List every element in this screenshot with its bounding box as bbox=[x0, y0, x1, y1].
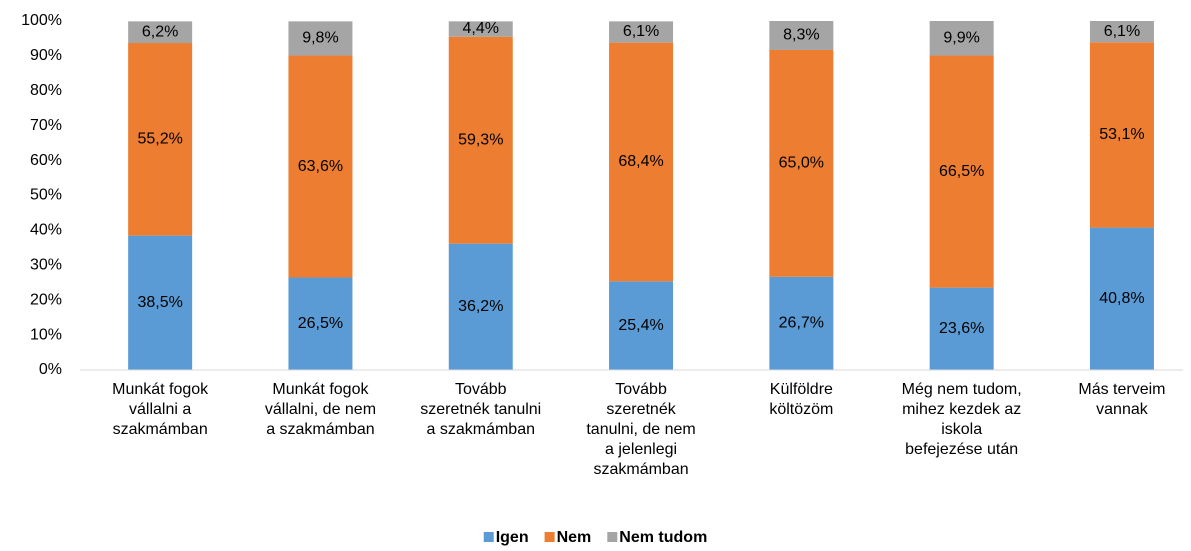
data-label: 8,3% bbox=[783, 27, 819, 44]
data-label: 26,7% bbox=[779, 315, 824, 332]
legend: Igen Nem Nem tudom bbox=[483, 529, 707, 546]
bar-segment bbox=[448, 21, 513, 37]
data-label: 9,9% bbox=[943, 29, 979, 46]
label-line: Tovább bbox=[455, 381, 507, 398]
label-line: szeretnék bbox=[606, 401, 676, 418]
y-tick-label: 30% bbox=[30, 257, 62, 274]
data-label: 38,5% bbox=[137, 294, 182, 311]
y-tick-label: 0% bbox=[39, 361, 62, 378]
label-line: szakmámban bbox=[113, 421, 208, 438]
x-tick-label: Munkát fogok vállalni, de nem a szakmámban bbox=[265, 381, 376, 438]
label-line: szeretnék tanulni bbox=[420, 401, 541, 418]
bar-segment bbox=[288, 277, 353, 370]
data-label: 4,4% bbox=[463, 20, 499, 37]
data-label: 63,6% bbox=[298, 158, 343, 175]
x-tick-label: Tovább szeretnék tanulni a szakmámban bbox=[420, 381, 541, 438]
bar-segment bbox=[448, 36, 513, 244]
y-tick-label: 90% bbox=[30, 47, 62, 64]
y-tick-label: 20% bbox=[30, 291, 62, 308]
label-line: befejezése után bbox=[905, 441, 1018, 458]
label-line: a szakmámban bbox=[266, 421, 375, 438]
bar-segment bbox=[448, 243, 513, 370]
x-tick-label: Még nem tudom, mihez kezdek az iskola befej… bbox=[902, 381, 1022, 458]
legend-swatch bbox=[483, 532, 494, 542]
legend-swatch bbox=[544, 532, 555, 542]
y-tick-label: 100% bbox=[21, 12, 62, 29]
label-line: Külföldre bbox=[770, 381, 833, 398]
label-line: vannak bbox=[1096, 401, 1149, 418]
data-label: 25,4% bbox=[618, 317, 663, 334]
label-line: a jelenlegi bbox=[605, 441, 677, 458]
label-line: vállalni a bbox=[129, 401, 191, 418]
data-label: 66,5% bbox=[939, 163, 984, 180]
y-tick-label: 60% bbox=[30, 152, 62, 169]
bar-segment bbox=[288, 55, 353, 278]
y-tick-label: 40% bbox=[30, 222, 62, 239]
bar-segment bbox=[1089, 21, 1154, 43]
legend-label: Igen bbox=[496, 529, 529, 546]
label-line: vállalni, de nem bbox=[265, 401, 376, 418]
bar-segment bbox=[769, 49, 834, 277]
data-label: 23,6% bbox=[939, 320, 984, 337]
legend-label: Nem bbox=[557, 529, 592, 546]
x-tick-label: Más terveim vannak bbox=[1078, 381, 1165, 418]
data-label: 6,1% bbox=[1104, 23, 1140, 40]
y-tick-label: 80% bbox=[30, 82, 62, 99]
x-tick-label: Munkát fogok vállalni a szakmámban bbox=[112, 381, 209, 438]
bar-segment bbox=[128, 21, 193, 43]
data-label: 9,8% bbox=[302, 30, 338, 47]
bar-segment bbox=[1089, 227, 1154, 370]
y-tick-label: 50% bbox=[30, 187, 62, 204]
bar-segment bbox=[128, 42, 193, 236]
data-label: 6,1% bbox=[623, 23, 659, 40]
label-line: Más terveim bbox=[1078, 381, 1165, 398]
x-tick-label: Tovább szeretnék tanulni, de nem a jelenleg… bbox=[586, 381, 695, 478]
label-line: Még nem tudom, bbox=[902, 381, 1022, 398]
data-label: 53,1% bbox=[1099, 126, 1144, 143]
x-tick-label: Külföldre költözöm bbox=[769, 381, 833, 418]
label-line: költözöm bbox=[769, 401, 833, 418]
bar-segment bbox=[929, 287, 994, 370]
data-label: 36,2% bbox=[458, 298, 503, 315]
y-tick-label: 10% bbox=[30, 326, 62, 343]
bar-segment bbox=[1089, 42, 1154, 228]
legend-swatch bbox=[607, 532, 618, 542]
label-line: mihez kezdek az bbox=[902, 401, 1021, 418]
bar-segment bbox=[609, 281, 674, 370]
data-label: 68,4% bbox=[618, 153, 663, 170]
label-line: szakmámban bbox=[593, 461, 688, 478]
label-line: a szakmámban bbox=[427, 421, 536, 438]
data-label: 59,3% bbox=[458, 131, 503, 148]
bar-segment bbox=[769, 21, 834, 50]
label-line: Munkát fogok bbox=[272, 381, 369, 398]
bar-segment bbox=[288, 21, 353, 56]
y-tick-label: 70% bbox=[30, 117, 62, 134]
label-line: Tovább bbox=[615, 381, 667, 398]
legend-label: Nem tudom bbox=[619, 529, 707, 546]
bar-segment bbox=[609, 42, 674, 282]
label-line: Munkát fogok bbox=[112, 381, 209, 398]
data-label: 26,5% bbox=[298, 315, 343, 332]
bar-segment bbox=[929, 21, 994, 56]
data-label: 6,2% bbox=[142, 23, 178, 40]
data-label: 65,0% bbox=[779, 155, 824, 172]
label-line: tanulni, de nem bbox=[586, 421, 695, 438]
data-label: 55,2% bbox=[137, 131, 182, 148]
data-label: 40,8% bbox=[1099, 290, 1144, 307]
bar-segment bbox=[609, 21, 674, 43]
bar-segment bbox=[929, 55, 994, 288]
bar-segment bbox=[128, 235, 193, 370]
label-line: iskola bbox=[941, 421, 982, 438]
bar-segment bbox=[769, 276, 834, 370]
